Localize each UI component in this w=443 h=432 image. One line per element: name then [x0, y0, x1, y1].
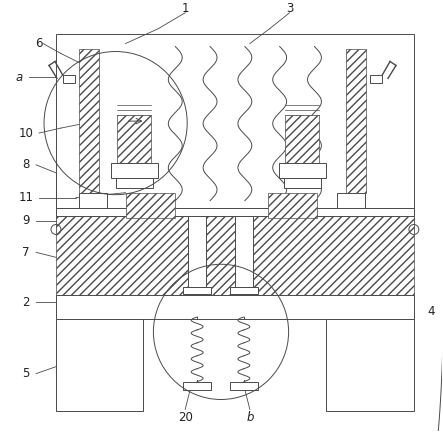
Text: 6: 6: [35, 37, 43, 50]
Bar: [279, 163, 326, 178]
Bar: [56, 210, 106, 232]
Bar: [268, 193, 318, 218]
Text: b: b: [246, 411, 253, 424]
Bar: [111, 163, 158, 178]
Bar: [346, 48, 366, 193]
Bar: [230, 381, 258, 390]
Bar: [79, 210, 113, 215]
Text: 20: 20: [178, 411, 193, 424]
Bar: [188, 216, 206, 287]
Bar: [79, 48, 99, 193]
Bar: [183, 381, 211, 390]
Bar: [285, 115, 319, 163]
Bar: [117, 115, 152, 163]
Text: a: a: [16, 71, 23, 84]
Bar: [284, 178, 322, 188]
Bar: [116, 178, 153, 188]
Bar: [331, 210, 366, 215]
Bar: [235, 216, 253, 287]
Bar: [56, 319, 144, 411]
Text: 10: 10: [19, 127, 34, 140]
Bar: [79, 193, 107, 210]
Bar: [370, 75, 382, 83]
Bar: [56, 295, 414, 319]
Text: 4: 4: [427, 305, 435, 318]
Text: 11: 11: [19, 191, 34, 204]
Text: 3: 3: [286, 2, 293, 15]
Bar: [56, 34, 414, 210]
Text: 2: 2: [23, 295, 30, 308]
Text: 8: 8: [23, 159, 30, 172]
Text: 9: 9: [23, 214, 30, 227]
Bar: [56, 216, 414, 295]
Text: 5: 5: [23, 367, 30, 380]
Text: 1: 1: [182, 2, 189, 15]
Bar: [369, 210, 414, 232]
Bar: [230, 287, 258, 294]
Text: 7: 7: [23, 246, 30, 259]
Bar: [337, 193, 365, 210]
Bar: [63, 75, 75, 83]
Bar: [125, 193, 175, 218]
Bar: [183, 287, 211, 294]
Bar: [326, 319, 414, 411]
Bar: [56, 208, 414, 216]
